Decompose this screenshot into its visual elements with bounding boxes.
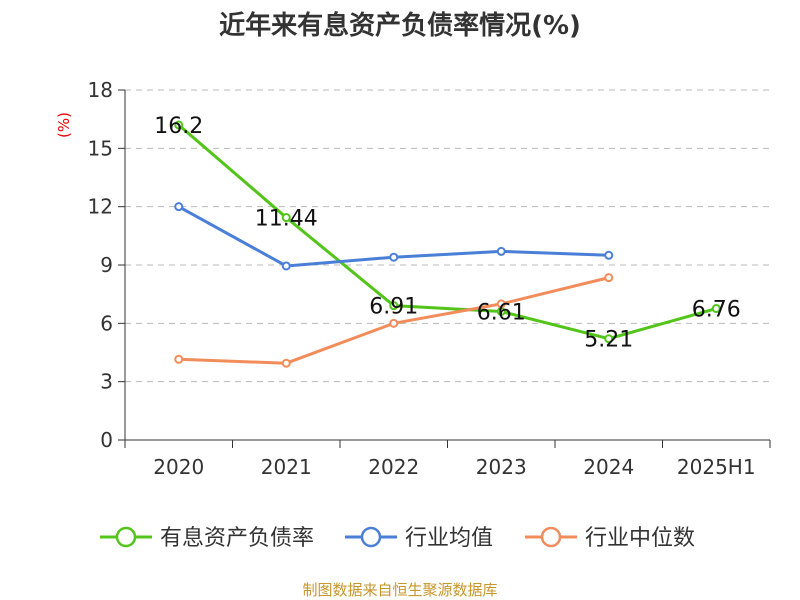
series-point-0 <box>711 304 721 314</box>
legend-label-2: 行业中位数 <box>585 526 695 551</box>
y-tick-label: 3 <box>100 370 113 394</box>
chart-title: 近年来有息资产负债率情况(%) <box>219 10 581 41</box>
series-point-0 <box>604 334 614 344</box>
legend: 有息资产负债率 行业均值 行业中位数 <box>100 526 695 551</box>
series-point-1 <box>496 246 506 256</box>
source-note: 制图数据来自恒生聚源数据库 <box>302 581 497 599</box>
y-tick-label: 18 <box>88 78 113 102</box>
series-line-0 <box>177 123 718 341</box>
data-label: 5.21 <box>584 328 633 353</box>
x-tick-label: 2023 <box>476 455 527 479</box>
series-point-2 <box>174 354 184 364</box>
series-layer <box>174 120 721 368</box>
y-tick-label: 12 <box>88 195 113 219</box>
x-tick-label: 2021 <box>261 455 312 479</box>
series-point-2 <box>496 299 506 309</box>
legend-label-0: 有息资产负债率 <box>160 526 314 551</box>
series-point-2 <box>604 273 614 283</box>
series-point-0 <box>174 120 184 130</box>
y-axis-label: (%) <box>55 112 73 138</box>
legend-label-1: 行业均值 <box>405 526 493 551</box>
legend-marker-0 <box>115 526 137 548</box>
data-label: 6.61 <box>477 300 526 325</box>
x-tick-label: 2022 <box>368 455 419 479</box>
series-point-0 <box>281 213 291 223</box>
series-point-2 <box>389 318 399 328</box>
series-point-0 <box>389 301 399 311</box>
series-point-2 <box>281 358 291 368</box>
data-labels: 16.2 11.44 6.91 6.61 5.21 6.76 <box>154 114 740 353</box>
x-tick-label: 2024 <box>583 455 634 479</box>
y-tick-label: 9 <box>100 253 113 277</box>
gridlines <box>125 89 770 383</box>
data-label: 6.91 <box>369 295 418 320</box>
data-label: 16.2 <box>154 114 203 139</box>
x-tick-label: 2020 <box>153 455 204 479</box>
series-point-1 <box>174 202 184 212</box>
series-point-1 <box>389 252 399 262</box>
x-tick-label: 2025H1 <box>677 455 756 479</box>
legend-marker-2 <box>540 526 562 548</box>
y-tick-label: 6 <box>100 311 113 335</box>
y-tick-label: 0 <box>100 428 113 452</box>
axes: 0 3 6 9 12 15 18 2020 2021 2022 2023 2024 2025H1 <box>88 78 771 479</box>
y-tick-label: 15 <box>88 136 113 160</box>
legend-marker-1 <box>360 526 382 548</box>
series-point-1 <box>281 261 291 271</box>
data-label: 6.76 <box>692 298 741 323</box>
series-point-1 <box>604 250 614 260</box>
data-label: 11.44 <box>255 207 318 232</box>
